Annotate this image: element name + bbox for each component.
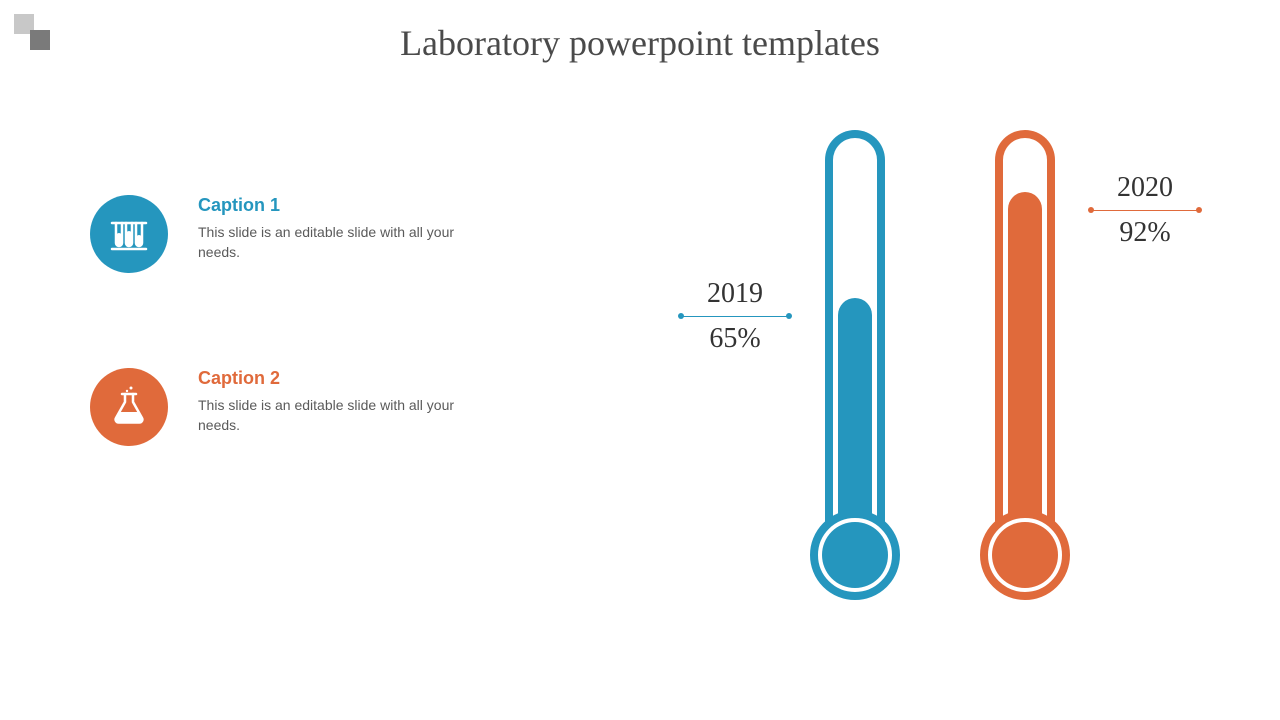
thermo-2-fill — [1008, 192, 1042, 555]
thermo-2-bulb-inner — [992, 522, 1058, 588]
caption-block-2: Caption 2 This slide is an editable slid… — [90, 368, 490, 446]
thermo-2-label: 2020 92% — [1090, 172, 1200, 249]
captions-column: Caption 1 This slide is an editable slid… — [90, 195, 490, 541]
thermo-2-percent: 92% — [1090, 217, 1200, 249]
thermo-1-divider — [680, 316, 790, 317]
thermometer-area: 2019 65% 2020 92% — [620, 130, 1240, 640]
caption-block-1: Caption 1 This slide is an editable slid… — [90, 195, 490, 273]
thermometer-2 — [980, 130, 1070, 600]
thermo-2-divider — [1090, 210, 1200, 211]
flask-icon — [90, 368, 168, 446]
caption-2-title: Caption 2 — [198, 368, 490, 389]
caption-1-title: Caption 1 — [198, 195, 490, 216]
thermo-1-bulb-inner — [822, 522, 888, 588]
thermo-1-percent: 65% — [680, 323, 790, 355]
thermo-1-year: 2019 — [680, 278, 790, 310]
slide-title: Laboratory powerpoint templates — [0, 22, 1280, 64]
thermometer-1 — [810, 130, 900, 600]
test-tubes-icon — [90, 195, 168, 273]
caption-2-body: This slide is an editable slide with all… — [198, 395, 490, 436]
caption-1-body: This slide is an editable slide with all… — [198, 222, 490, 263]
thermo-2-year: 2020 — [1090, 172, 1200, 204]
thermo-1-label: 2019 65% — [680, 278, 790, 355]
